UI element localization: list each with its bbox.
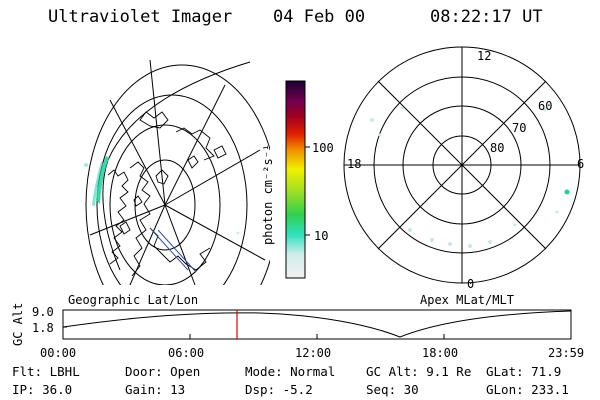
x-tick-1200: 12:00	[295, 346, 332, 360]
time-label: 08:22:17 UT	[430, 7, 543, 27]
colorbar-tick-10: 10	[314, 229, 329, 243]
x-tick-0000: 00:00	[40, 346, 77, 360]
lat-label-70: 70	[512, 121, 527, 135]
x-tick-1800: 18:00	[422, 346, 459, 360]
info-glat: GLat: 71.9	[486, 364, 562, 379]
y-tick-9: 9.0	[32, 305, 54, 319]
x-tick-2359: 23:59	[548, 346, 585, 360]
mlt-label-6: 6	[577, 157, 585, 171]
info-mode: Mode: Normal	[245, 364, 336, 379]
apex-caption: Apex MLat/MLT	[420, 293, 514, 307]
x-tick-0600: 06:00	[168, 346, 205, 360]
info-dsp: Dsp: -5.2	[245, 382, 313, 397]
info-flt: Flt: LBHL	[12, 364, 80, 379]
mlt-label-12: 12	[477, 49, 492, 63]
colorbar-tick-100: 100	[312, 141, 334, 155]
date-label: 04 Feb 00	[273, 7, 366, 27]
info-ip: IP: 36.0	[12, 382, 73, 397]
info-door: Door: Open	[125, 364, 201, 379]
lat-circle-inner	[134, 159, 196, 251]
lat-label-80: 80	[490, 141, 505, 155]
info-gc-alt: GC Alt: 9.1 Re	[366, 364, 472, 379]
info-seq: Seq: 30	[366, 382, 419, 397]
mlt-label-18: 18	[347, 157, 362, 171]
lat-label-60: 60	[538, 99, 553, 113]
auroral-band	[96, 156, 109, 204]
altitude-curve	[62, 310, 572, 338]
geographic-caption: Geographic Lat/Lon	[68, 293, 199, 307]
instrument-title: Ultraviolet Imager	[48, 7, 233, 27]
info-glon: GLon: 233.1	[486, 382, 569, 397]
y-tick-1-8: 1.8	[32, 321, 54, 335]
mlt-label-0: 0	[467, 277, 475, 291]
info-gain: Gain: 13	[125, 382, 186, 397]
